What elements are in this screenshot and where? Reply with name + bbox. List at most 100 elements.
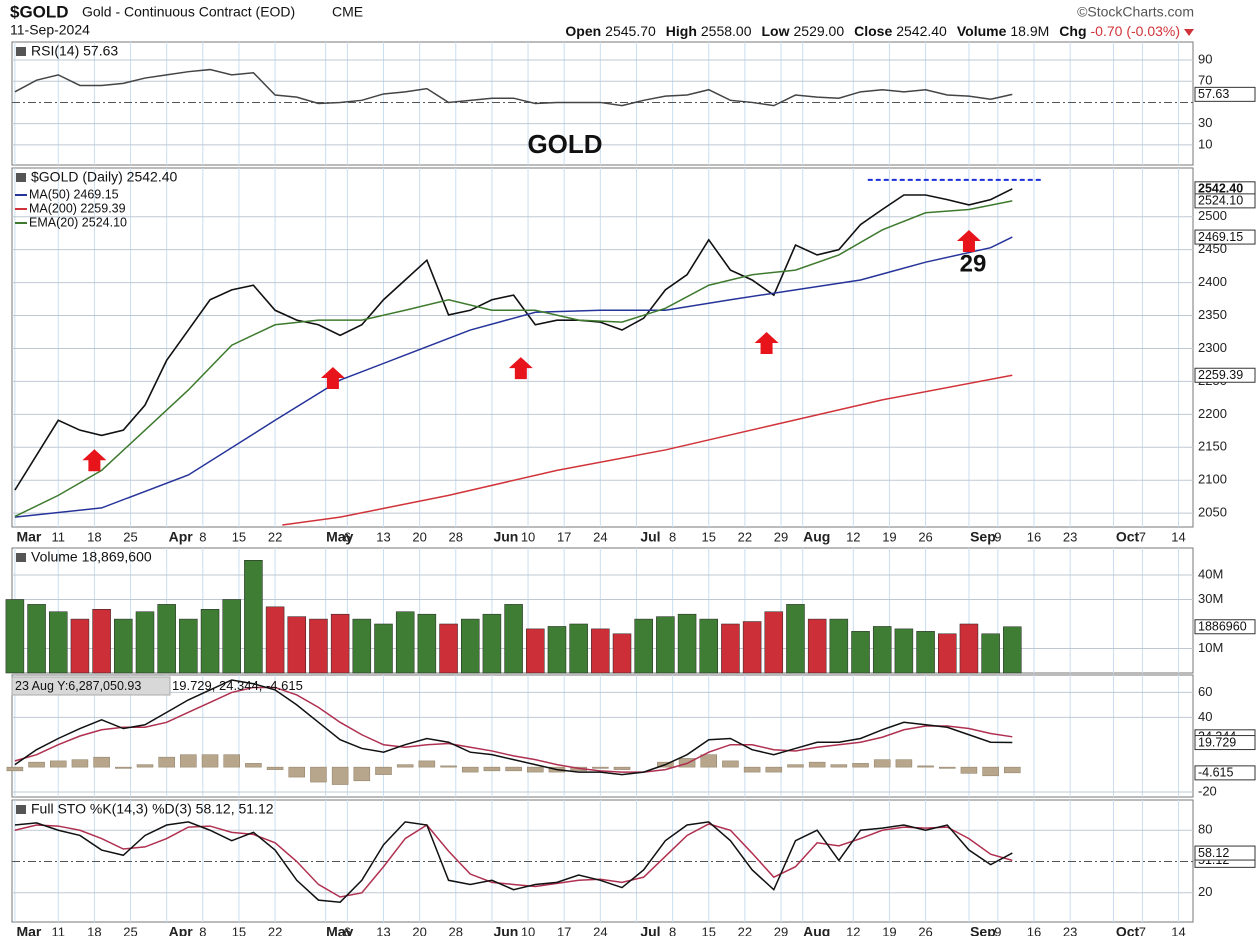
volume-bar bbox=[699, 618, 718, 674]
x-tick-label: Apr bbox=[169, 529, 194, 545]
x-tick-label: Jul bbox=[640, 924, 660, 936]
x-tick-label: 10 bbox=[521, 529, 535, 544]
y-tick-label: 2100 bbox=[1198, 472, 1227, 487]
volume-bar bbox=[721, 623, 740, 674]
x-tick-label: 12 bbox=[846, 529, 860, 544]
series-line bbox=[282, 374, 1013, 526]
volume-bar bbox=[265, 606, 285, 674]
panel-frame bbox=[11, 799, 1194, 923]
quote-value: 2558.00 bbox=[701, 23, 752, 39]
last-value-box bbox=[1194, 193, 1256, 209]
last-value-box bbox=[1194, 765, 1256, 781]
last-value-label: 1886960 bbox=[1198, 620, 1247, 634]
x-tick-label: 14 bbox=[1171, 924, 1185, 936]
histogram-bar bbox=[743, 766, 761, 773]
volume-bar bbox=[70, 618, 90, 674]
last-value-label: -4.615 bbox=[1198, 766, 1233, 780]
histogram-bar bbox=[50, 760, 67, 768]
volume-bar bbox=[872, 626, 892, 674]
y-tick-label: 2150 bbox=[1198, 439, 1227, 454]
histogram-bar bbox=[396, 764, 414, 768]
volume-bar bbox=[417, 613, 437, 674]
tooltip-box bbox=[11, 676, 171, 696]
volume-bar bbox=[938, 633, 957, 674]
panel: 10M 30M 40M 1886960 Volume 18,869,600 bbox=[5, 547, 1256, 674]
histogram-bar bbox=[1004, 766, 1021, 774]
x-tick-label: 29 bbox=[774, 924, 788, 936]
annotation: GOLD bbox=[527, 129, 602, 159]
histogram-bar bbox=[440, 765, 457, 768]
series-line bbox=[14, 68, 1013, 107]
histogram-bar bbox=[93, 756, 110, 768]
x-tick-label: 26 bbox=[918, 529, 932, 544]
volume-bar bbox=[460, 618, 480, 674]
x-tick-label: 13 bbox=[376, 529, 390, 544]
x-tick-label: Mar bbox=[16, 529, 41, 545]
y-tick-label: 10 bbox=[1198, 136, 1212, 151]
signal-arrow bbox=[508, 357, 533, 380]
panel-title: 19.729, 24.344, -4.615 bbox=[172, 678, 303, 693]
x-tick-label: Mar bbox=[16, 924, 41, 936]
histogram-bar bbox=[787, 764, 804, 768]
x-tick-label: 23 bbox=[1063, 529, 1077, 544]
histogram-bar bbox=[765, 766, 783, 773]
quote-label: Volume bbox=[957, 23, 1007, 39]
x-tick-label: 11 bbox=[52, 924, 66, 936]
legend-label: MA(50) 2469.15 bbox=[29, 187, 119, 201]
histogram-bar bbox=[136, 764, 154, 768]
panel-frame bbox=[11, 167, 1194, 528]
volume-bar bbox=[222, 599, 241, 674]
y-tick-label: 2350 bbox=[1198, 307, 1227, 322]
x-tick-label: 24 bbox=[593, 529, 607, 544]
quote-label: Close bbox=[854, 23, 892, 39]
x-tick-label: 18 bbox=[87, 924, 101, 936]
panel-title: Full STO %K(14,3) %D(3) 58.12, 51.12 bbox=[31, 801, 274, 817]
histogram-bar bbox=[223, 754, 240, 768]
x-tick-label: 11 bbox=[52, 529, 66, 544]
panel-icon bbox=[16, 805, 26, 814]
histogram-bar bbox=[700, 754, 717, 768]
instrument-name: Gold - Continuous Contract (EOD) bbox=[82, 4, 295, 20]
volume-bar bbox=[634, 618, 653, 674]
volume-bar bbox=[200, 609, 220, 674]
x-tick-label: 8 bbox=[199, 529, 206, 544]
x-tick-label: 8 bbox=[669, 924, 676, 936]
volume-bar bbox=[547, 626, 567, 674]
x-tick-label: 26 bbox=[918, 924, 932, 936]
y-tick-label: 30 bbox=[1198, 115, 1212, 130]
last-value-box bbox=[1194, 86, 1256, 102]
quote-label: Low bbox=[762, 23, 790, 39]
x-tick-label: 16 bbox=[1027, 924, 1041, 936]
x-tick-label: 12 bbox=[846, 924, 860, 936]
volume-bar bbox=[569, 623, 588, 674]
last-value-label: 2469.15 bbox=[1198, 230, 1243, 244]
x-tick-label: 22 bbox=[268, 924, 282, 936]
x-tick-label: 9 bbox=[994, 924, 1001, 936]
y-tick-label: -20 bbox=[1198, 783, 1217, 798]
x-tick-label: 17 bbox=[557, 529, 571, 544]
histogram-bar bbox=[873, 759, 891, 768]
volume-bar bbox=[92, 609, 111, 674]
y-tick-label: 60 bbox=[1198, 684, 1212, 699]
histogram-bar bbox=[960, 766, 978, 774]
x-tick-label: Aug bbox=[803, 924, 830, 936]
legend-label: EMA(20) 2524.10 bbox=[29, 215, 127, 229]
histogram-bar bbox=[852, 763, 869, 768]
quote-value: 2542.40 bbox=[896, 23, 947, 39]
x-tick-label: 18 bbox=[87, 529, 101, 544]
histogram-bar bbox=[982, 766, 999, 777]
signal-arrow bbox=[754, 332, 779, 355]
y-tick-label: 40 bbox=[1198, 709, 1212, 724]
histogram-bar bbox=[939, 766, 956, 769]
volume-bar bbox=[439, 623, 458, 674]
x-tick-label: 7 bbox=[1139, 924, 1146, 936]
x-tick-label: 6 bbox=[344, 924, 351, 936]
volume-bar bbox=[482, 613, 502, 674]
quote-line: Open 2545.70 High 2558.00 Low 2529.00 Close 254… bbox=[565, 23, 1180, 39]
histogram-bar bbox=[158, 756, 175, 768]
x-tick-label: Sep bbox=[970, 529, 996, 545]
y-tick-label: 2050 bbox=[1198, 505, 1227, 520]
series-line bbox=[14, 679, 1013, 776]
